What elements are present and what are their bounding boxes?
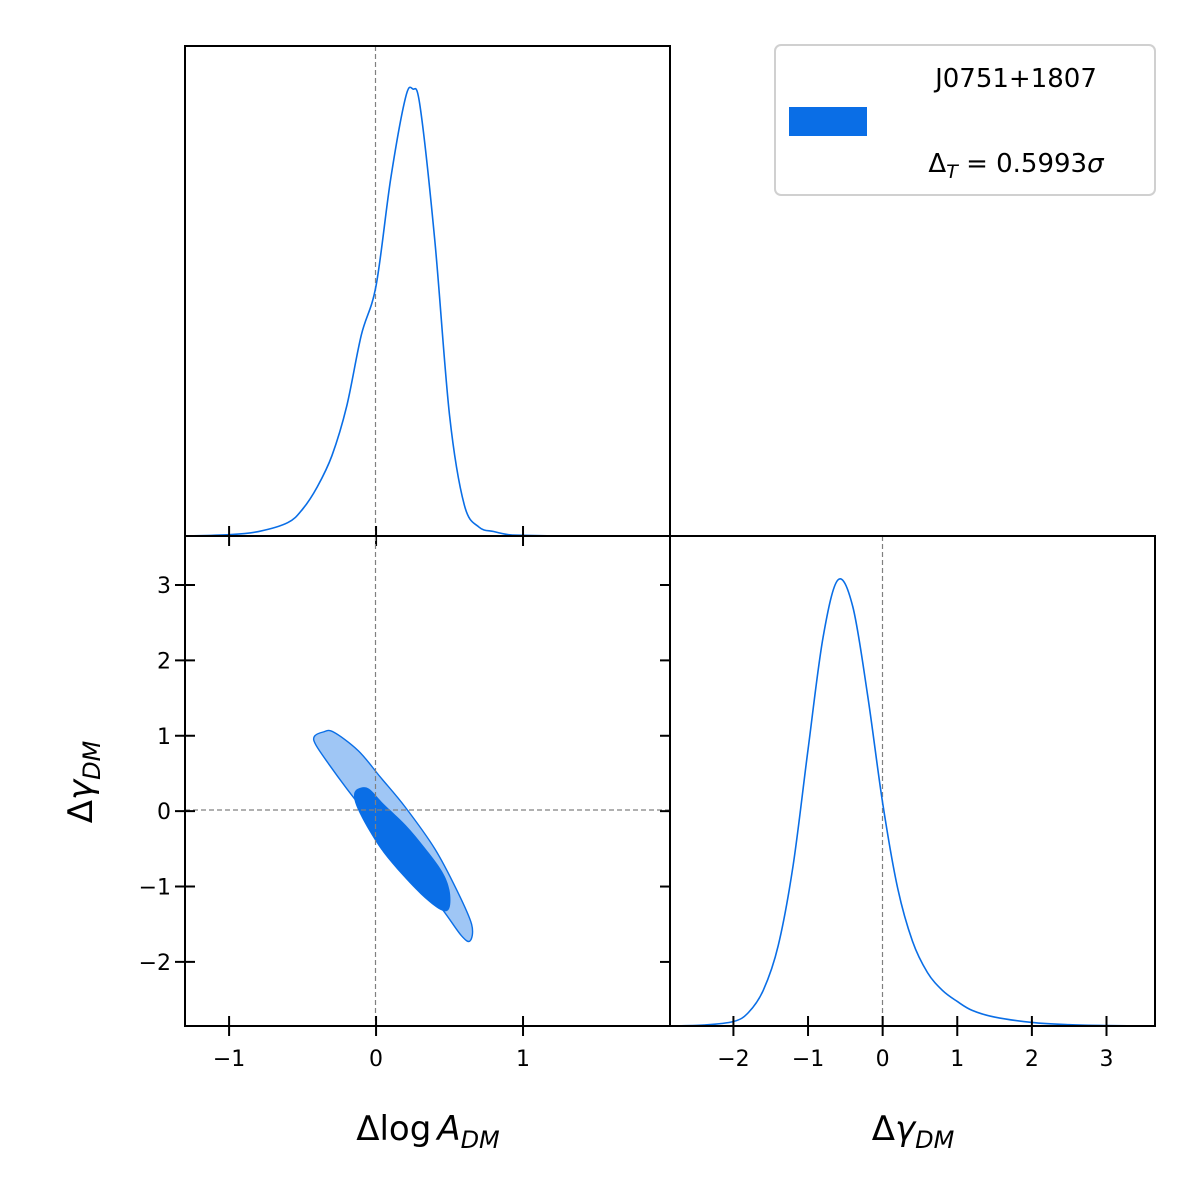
x-tick-label-gamma: −1	[792, 1047, 824, 1072]
panel-frame-joint	[184, 535, 671, 1027]
y-tick-label-gamma: 2	[157, 649, 171, 674]
legend-statistic: ΔT = 0.5993σ	[928, 149, 1105, 183]
legend-title: J0751+1807	[933, 64, 1097, 94]
x-tick-label-gamma: 1	[950, 1047, 964, 1072]
x-tick-label-logA: 0	[369, 1047, 383, 1072]
y-tick-labels-gamma: 3 2 1 0 −1 −2	[139, 574, 171, 976]
y-tick-label-gamma: 1	[157, 725, 171, 750]
marginal-curve-logA	[184, 86, 671, 537]
legend-swatch	[789, 107, 867, 136]
x-tick-labels-logA: −1 0 1	[213, 1047, 530, 1072]
x-tick-labels-gamma: −2 −1 0 1 2 3	[717, 1047, 1113, 1072]
contour-68	[353, 787, 451, 912]
x-tick-label-gamma: 3	[1100, 1047, 1114, 1072]
panel-frame-top	[184, 45, 671, 537]
x-tick-label-gamma: 2	[1025, 1047, 1039, 1072]
x-tick-label-logA: 1	[516, 1047, 530, 1072]
x-axis-label-gamma: ΔγDM	[872, 1109, 955, 1154]
legend-box	[774, 44, 1156, 196]
y-tick-label-gamma: −2	[139, 951, 171, 976]
panel-marginal-gamma	[669, 535, 1156, 1036]
panel-joint	[175, 535, 671, 1036]
x-tick-label-gamma: −2	[717, 1047, 749, 1072]
panel-frame-gamma	[669, 535, 1156, 1027]
legend: J0751+1807 ΔT = 0.5993σ	[774, 44, 1156, 196]
x-tick-label-logA: −1	[213, 1047, 245, 1072]
y-tick-label-gamma: −1	[139, 876, 171, 901]
y-tick-label-gamma: 0	[157, 800, 171, 825]
x-axis-label-logA: Δlog ADM	[356, 1109, 500, 1154]
marginal-curve-gamma	[669, 578, 1156, 1027]
y-tick-label-gamma: 3	[157, 574, 171, 599]
panel-marginal-logA	[184, 45, 671, 546]
x-tick-label-gamma: 0	[876, 1047, 890, 1072]
y-axis-label-gamma: ΔγDM	[61, 740, 106, 823]
